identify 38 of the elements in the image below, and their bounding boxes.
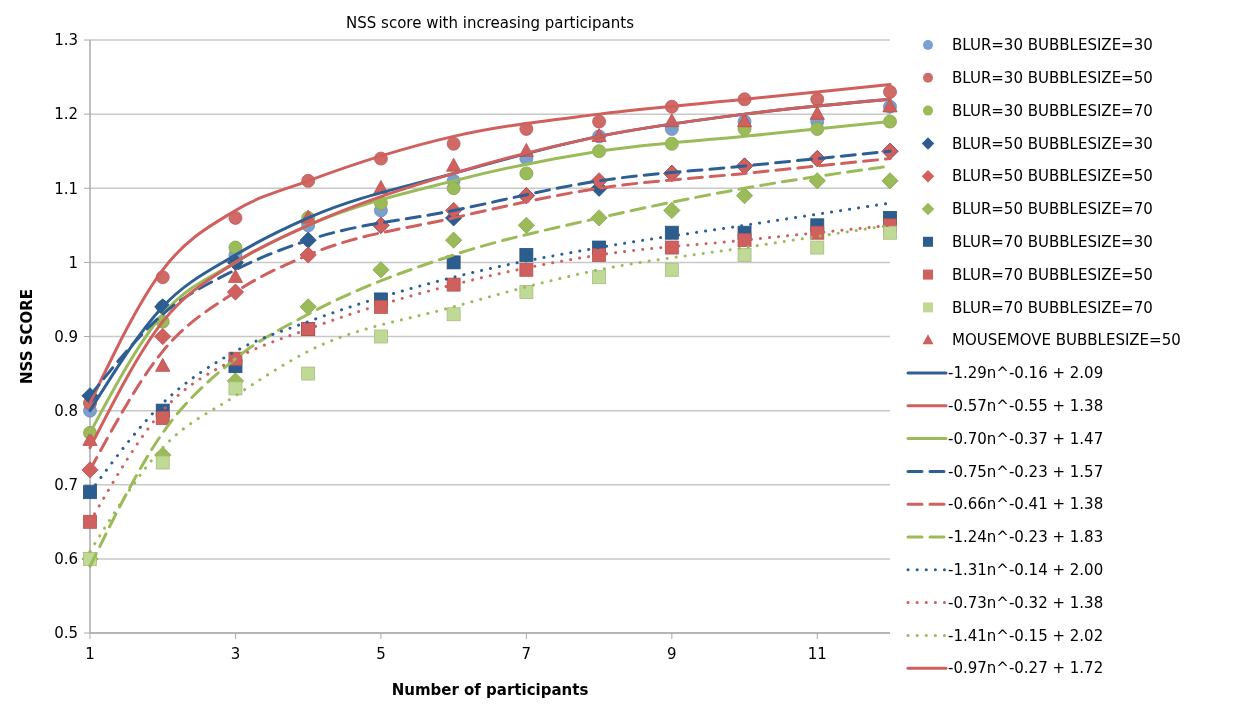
x-tick-label: 5 <box>376 645 386 663</box>
legend-label: BLUR=30 BUBBLESIZE=70 <box>952 101 1153 120</box>
x-tick-label: 9 <box>667 645 677 663</box>
y-tick-label: 0.8 <box>54 401 78 420</box>
legend-label: -1.41n^-0.15 + 2.02 <box>948 626 1104 645</box>
y-tick-label: 1 <box>68 253 78 272</box>
legend-label: BLUR=30 BUBBLESIZE=50 <box>952 69 1153 88</box>
x-tick-label: 3 <box>230 645 241 663</box>
legend-label: BLUR=30 BUBBLESIZE=30 <box>952 36 1153 55</box>
legend-label: -0.75n^-0.23 + 1.57 <box>948 462 1104 481</box>
legend-label: -0.97n^-0.27 + 1.72 <box>948 659 1104 678</box>
y-tick-label: 0.9 <box>54 327 78 346</box>
legend-label: -1.24n^-0.23 + 1.83 <box>948 528 1104 547</box>
y-tick-label: 0.7 <box>54 476 78 494</box>
x-axis-title: Number of participants <box>391 681 589 699</box>
legend-label: BLUR=50 BUBBLESIZE=50 <box>952 167 1153 186</box>
legend-label: -1.31n^-0.14 + 2.00 <box>948 561 1104 580</box>
x-tick-label: 1 <box>85 645 95 663</box>
x-tick-label: 7 <box>521 645 532 663</box>
legend-label: -0.73n^-0.32 + 1.38 <box>948 593 1104 612</box>
y-tick-label: 0.5 <box>54 624 78 643</box>
chart-title: NSS score with increasing participants <box>346 14 635 32</box>
x-tick-label: 11 <box>807 645 827 663</box>
y-tick-label: 1.2 <box>54 105 78 124</box>
y-tick-label: 1.3 <box>54 31 78 50</box>
legend-label: BLUR=70 BUBBLESIZE=50 <box>952 265 1153 284</box>
legend-label: -0.70n^-0.37 + 1.47 <box>948 429 1104 448</box>
y-tick-label: 0.6 <box>54 550 78 569</box>
y-axis-title: NSS SCORE <box>18 288 36 385</box>
legend-label: -0.66n^-0.41 + 1.38 <box>948 495 1104 514</box>
y-tick-label: 1.1 <box>54 179 78 198</box>
legend-label: BLUR=70 BUBBLESIZE=30 <box>952 233 1153 252</box>
legend-label: BLUR=50 BUBBLESIZE=70 <box>952 200 1153 219</box>
legend-label: BLUR=50 BUBBLESIZE=30 <box>952 134 1153 153</box>
legend-label: MOUSEMOVE BUBBLESIZE=50 <box>952 331 1181 350</box>
legend-label: BLUR=70 BUBBLESIZE=70 <box>952 298 1153 317</box>
legend-label: -0.57n^-0.55 + 1.38 <box>948 397 1104 416</box>
legend-label: -1.29n^-0.16 + 2.09 <box>948 364 1104 383</box>
